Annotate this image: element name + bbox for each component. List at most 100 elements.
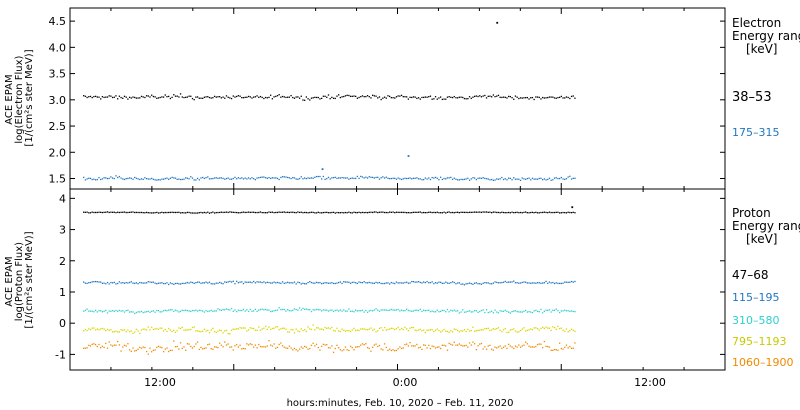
electron-data-point	[574, 177, 576, 179]
proton-data-point	[365, 211, 367, 214]
electron-data-point	[147, 95, 149, 97]
proton-data-point	[351, 212, 353, 214]
electron-data-point	[314, 96, 316, 99]
proton-data-point	[564, 330, 566, 333]
electron-data-point	[395, 178, 398, 180]
proton-data-point	[222, 211, 224, 214]
proton-data-point	[525, 309, 527, 312]
proton-data-point	[491, 310, 493, 312]
proton-data-point	[338, 310, 340, 312]
proton-data-point	[383, 211, 386, 214]
proton-data-point	[445, 281, 447, 283]
proton-data-point	[404, 281, 406, 284]
electron-data-point	[275, 95, 277, 98]
proton-data-point	[431, 345, 433, 347]
proton-data-point	[399, 310, 401, 312]
proton-data-point	[283, 211, 285, 213]
proton-data-point	[200, 346, 202, 349]
proton-data-point	[560, 347, 562, 350]
proton-data-point	[280, 211, 282, 213]
proton-data-point	[290, 211, 292, 213]
proton-data-point	[242, 211, 245, 213]
electron-data-point	[491, 96, 493, 98]
proton-data-point	[360, 212, 362, 214]
proton-data-point	[348, 330, 350, 332]
proton-data-point	[135, 311, 138, 314]
proton-data-point	[117, 331, 119, 333]
proton-data-point	[275, 347, 277, 349]
proton-data-point	[462, 211, 464, 213]
proton-data-point	[239, 281, 241, 283]
proton-data-point	[338, 347, 340, 349]
proton-data-point	[438, 311, 440, 313]
proton-data-point	[96, 328, 98, 330]
proton-data-point	[516, 346, 518, 348]
electron-data-point	[518, 178, 520, 180]
proton-data-point	[572, 347, 574, 349]
proton-data-point	[181, 282, 183, 285]
electron-data-point	[574, 97, 576, 99]
proton-data-point	[273, 343, 275, 345]
electron-data-point	[463, 178, 466, 181]
proton-data-point	[519, 282, 522, 284]
electron-data-point	[101, 96, 104, 98]
electron-data-point	[132, 96, 134, 98]
electron-data-point	[140, 178, 143, 180]
proton-data-point	[157, 345, 160, 348]
proton-data-point	[100, 211, 102, 213]
proton-data-point	[213, 346, 216, 348]
electron-data-point	[156, 97, 158, 99]
proton-data-point	[219, 281, 221, 284]
proton-data-point	[475, 348, 478, 351]
proton-data-point	[387, 282, 389, 284]
proton-data-point	[370, 309, 372, 312]
proton-data-point	[514, 282, 517, 284]
proton-data-point	[125, 211, 127, 214]
proton-data-point	[530, 211, 532, 214]
proton-data-point	[259, 308, 262, 311]
proton-data-point	[195, 343, 197, 345]
proton-data-point	[417, 211, 420, 213]
proton-data-point	[526, 282, 529, 284]
proton-data-point	[220, 211, 223, 213]
electron-data-point	[179, 93, 182, 95]
proton-data-point	[253, 310, 255, 312]
proton-data-point	[416, 281, 418, 283]
proton-data-point	[497, 312, 500, 314]
proton-data-point	[458, 312, 461, 314]
electron-data-point	[341, 176, 343, 179]
proton-data-point	[506, 281, 508, 284]
electron-data-point	[171, 96, 173, 99]
proton-data-point	[297, 281, 299, 283]
proton-data-point	[208, 310, 211, 312]
electron-data-point	[249, 178, 251, 180]
proton-data-point	[142, 328, 144, 330]
proton-data-point	[570, 310, 573, 312]
proton-data-point	[472, 211, 474, 213]
electron-data-point	[264, 96, 267, 99]
electron-data-point	[499, 96, 501, 98]
proton-data-point	[220, 330, 223, 332]
electron-data-point	[373, 95, 376, 97]
electron-data-point	[417, 97, 420, 99]
proton-data-point	[400, 282, 403, 284]
proton-data-point	[309, 347, 311, 350]
proton-data-point	[193, 310, 195, 312]
electron-data-point	[390, 177, 393, 180]
electron-data-point	[144, 96, 146, 99]
proton-data-point	[132, 282, 134, 284]
proton-data-point	[100, 328, 102, 330]
proton-data-point	[334, 309, 336, 312]
proton-data-point	[215, 310, 217, 312]
electron-data-point	[383, 96, 386, 98]
electron-data-point	[295, 96, 297, 98]
proton-data-point	[567, 310, 569, 312]
proton-data-point	[499, 282, 501, 284]
proton-data-point	[402, 211, 404, 214]
proton-data-point	[474, 343, 476, 345]
electron-data-point	[523, 178, 525, 180]
proton-data-point	[140, 347, 143, 349]
proton-data-point	[543, 340, 545, 343]
proton-data-point	[280, 328, 282, 330]
